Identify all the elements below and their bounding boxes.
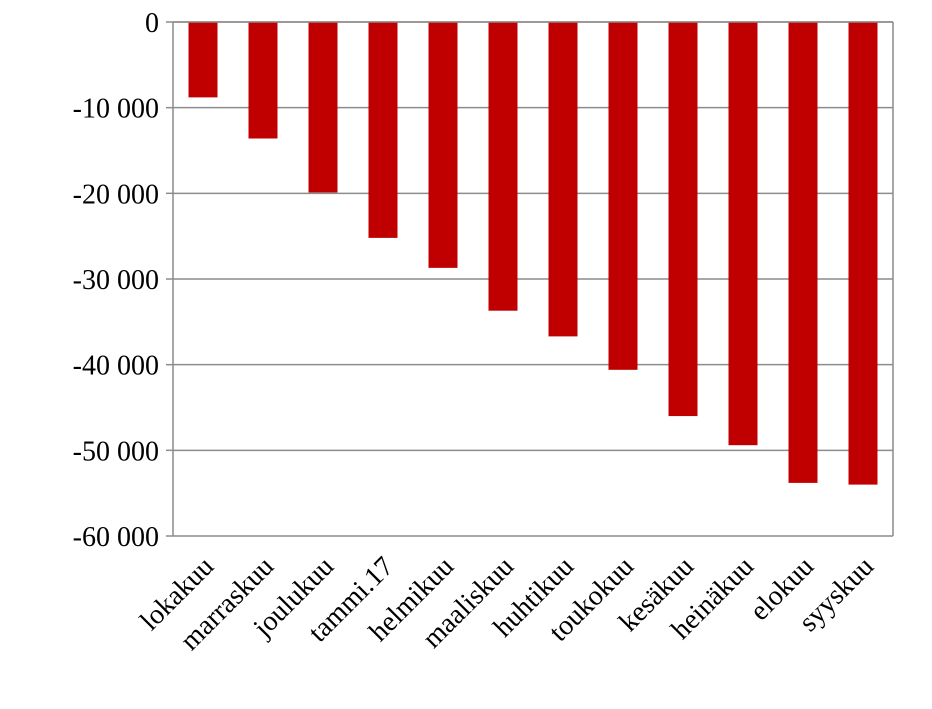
bar-huhtikuu (548, 22, 578, 337)
gridlines (173, 21, 893, 537)
y-tick-labels: 0 -10 000 -20 000 -30 000 -40 000 -50 000 -60 … (73, 8, 159, 553)
y-tick-label: -60 000 (73, 522, 159, 553)
x-category-labels: lokakuumarraskuujoulukuutammi.17helmikuu… (134, 551, 880, 656)
y-tick-label: -40 000 (73, 351, 159, 382)
bar-joulukuu (308, 22, 338, 193)
bar-toukokuu (608, 22, 638, 370)
bar-elokuu (788, 22, 818, 483)
y-tick-label: -10 000 (73, 94, 159, 125)
y-tick-label: 0 (145, 8, 159, 39)
y-tick-label: -30 000 (73, 265, 159, 296)
bar-tammi.17 (368, 22, 398, 238)
y-tick-label: -50 000 (73, 436, 159, 467)
bar-lokakuu (188, 22, 218, 98)
bars (188, 22, 878, 485)
bar-heinäkuu (728, 22, 758, 446)
bar-helmikuu (428, 22, 458, 268)
bar-marraskuu (248, 22, 278, 139)
axes (166, 21, 894, 537)
bar-syyskuu (848, 22, 878, 485)
y-tick-label: -20 000 (73, 179, 159, 210)
bar-kesäkuu (668, 22, 698, 417)
bar-maaliskuu (488, 22, 518, 311)
